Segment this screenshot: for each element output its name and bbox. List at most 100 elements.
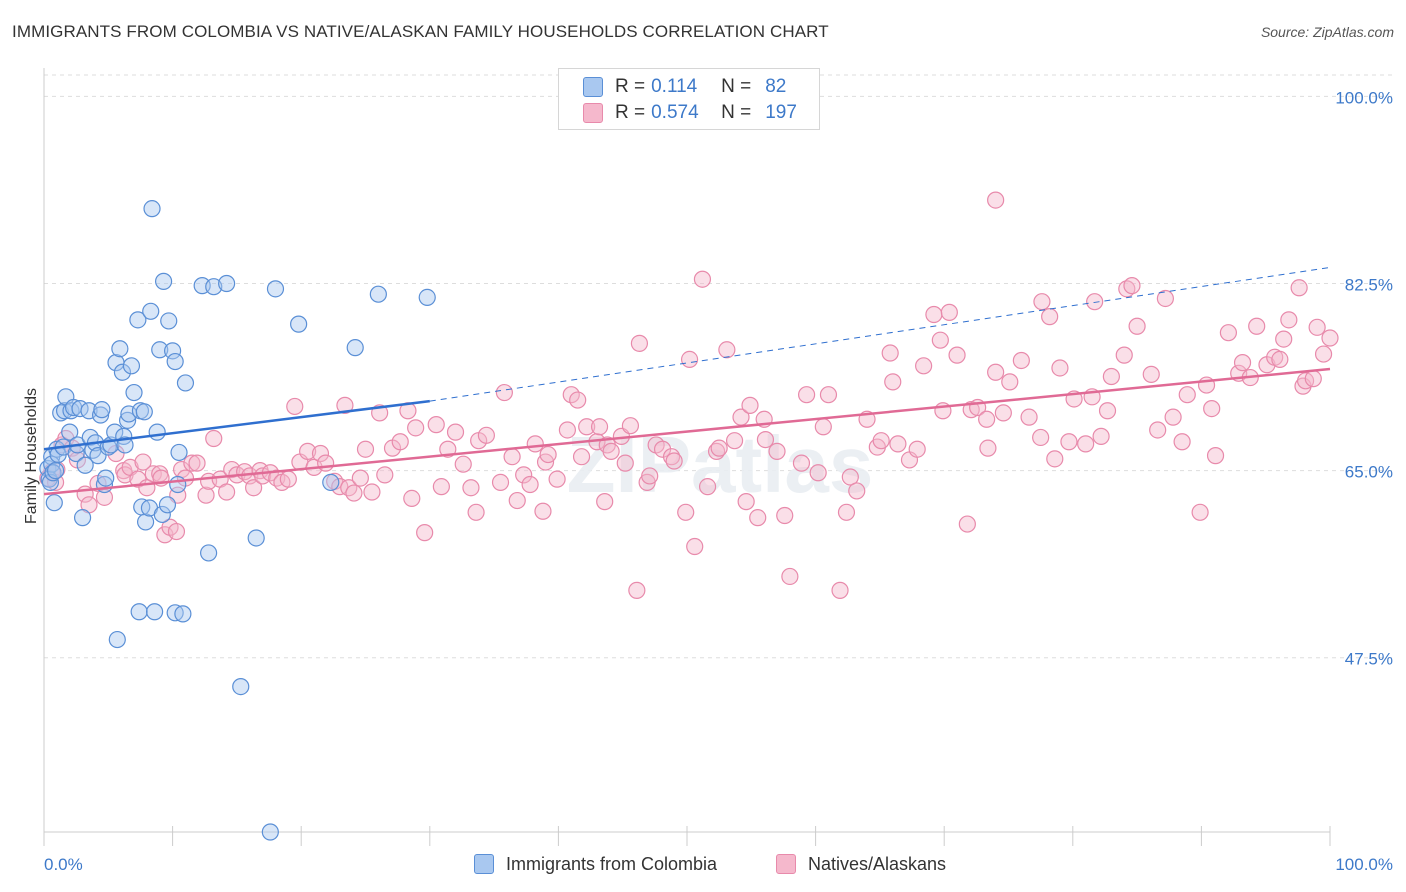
point-natives bbox=[1051, 359, 1069, 377]
point-natives bbox=[311, 444, 330, 463]
point-natives bbox=[1206, 447, 1225, 465]
point-colombia bbox=[160, 312, 178, 330]
point-colombia bbox=[93, 401, 111, 419]
point-colombia bbox=[143, 200, 161, 218]
point-colombia bbox=[205, 278, 223, 296]
legend-n-value: 82 bbox=[765, 76, 787, 97]
point-natives bbox=[630, 334, 649, 352]
point-natives bbox=[188, 454, 206, 472]
legend-item-colombia: Immigrants from Colombia bbox=[474, 851, 717, 877]
point-natives bbox=[477, 426, 495, 444]
point-natives bbox=[462, 479, 480, 497]
point-colombia bbox=[145, 603, 164, 621]
legend-r-label: R = bbox=[615, 76, 646, 97]
point-natives bbox=[693, 270, 712, 288]
point-natives bbox=[508, 491, 526, 510]
point-natives bbox=[299, 442, 317, 460]
point-natives bbox=[628, 581, 646, 599]
y-tick-label: 100.0% bbox=[1335, 88, 1393, 107]
point-colombia bbox=[44, 464, 62, 482]
point-natives bbox=[962, 401, 980, 419]
point-natives bbox=[602, 442, 620, 460]
point-natives bbox=[814, 418, 832, 436]
series-natives-alaskans bbox=[39, 191, 1339, 599]
point-colombia bbox=[247, 529, 265, 547]
point-natives bbox=[710, 439, 728, 457]
point-natives bbox=[578, 418, 596, 436]
point-natives bbox=[363, 483, 381, 501]
point-natives bbox=[925, 305, 943, 324]
legend-swatch-blue bbox=[583, 77, 603, 97]
y-tick-label: 65.0% bbox=[1345, 463, 1393, 482]
point-natives bbox=[1173, 433, 1191, 451]
point-natives bbox=[1115, 346, 1133, 364]
point-natives bbox=[317, 454, 335, 472]
point-colombia bbox=[45, 494, 63, 512]
point-colombia bbox=[99, 438, 117, 456]
point-colombia bbox=[136, 513, 155, 531]
point-natives bbox=[596, 493, 614, 511]
point-colombia bbox=[158, 496, 177, 514]
point-natives bbox=[889, 435, 907, 453]
legend-label-natives: Natives/Alaskans bbox=[808, 853, 947, 874]
point-natives bbox=[797, 386, 816, 404]
point-natives bbox=[737, 493, 755, 511]
point-natives bbox=[590, 418, 609, 436]
point-colombia bbox=[116, 436, 134, 454]
point-colombia bbox=[97, 469, 115, 487]
point-natives bbox=[1178, 386, 1196, 404]
point-natives bbox=[1314, 345, 1333, 363]
point-colombia bbox=[166, 352, 184, 371]
point-natives bbox=[1219, 324, 1238, 342]
point-natives bbox=[331, 478, 349, 496]
point-natives bbox=[1156, 289, 1174, 308]
y-axis-label: Family Households bbox=[23, 388, 40, 524]
point-natives bbox=[776, 506, 794, 525]
series-immigrants-colombia bbox=[39, 200, 436, 841]
point-natives bbox=[707, 442, 726, 460]
point-colombia bbox=[113, 363, 132, 381]
point-natives bbox=[940, 303, 958, 321]
point-natives bbox=[756, 431, 775, 449]
point-colombia bbox=[346, 339, 364, 357]
point-natives bbox=[446, 423, 465, 441]
point-natives bbox=[908, 440, 926, 458]
source-credit: Source: ZipAtlas.com bbox=[1260, 24, 1394, 40]
point-natives bbox=[129, 470, 147, 488]
point-colombia bbox=[176, 374, 195, 392]
point-natives bbox=[1033, 293, 1051, 311]
point-natives bbox=[1233, 354, 1252, 372]
trend-lines bbox=[43, 266, 1331, 496]
point-natives bbox=[1118, 280, 1136, 298]
point-natives bbox=[336, 396, 354, 414]
point-natives bbox=[948, 346, 966, 364]
point-natives bbox=[558, 421, 577, 439]
point-natives bbox=[987, 363, 1005, 381]
point-colombia bbox=[322, 473, 340, 491]
point-natives bbox=[781, 567, 799, 586]
point-natives bbox=[391, 433, 409, 451]
point-natives bbox=[1092, 427, 1110, 445]
point-colombia bbox=[142, 302, 160, 320]
point-natives bbox=[351, 469, 369, 487]
point-colombia bbox=[266, 280, 285, 298]
point-natives bbox=[569, 391, 587, 409]
point-natives bbox=[1275, 330, 1293, 348]
point-colombia bbox=[164, 342, 182, 360]
point-natives bbox=[915, 357, 933, 375]
point-natives bbox=[167, 522, 186, 541]
point-colombia bbox=[290, 315, 308, 333]
point-natives bbox=[467, 503, 485, 521]
chart-title: IMMIGRANTS FROM COLOMBIA VS NATIVE/ALASK… bbox=[12, 22, 829, 41]
point-natives bbox=[548, 470, 566, 488]
point-natives bbox=[884, 373, 902, 391]
point-natives bbox=[994, 404, 1012, 422]
point-natives bbox=[183, 454, 201, 472]
y-tick-label: 47.5% bbox=[1345, 650, 1393, 669]
point-natives bbox=[134, 453, 152, 471]
point-colombia bbox=[151, 341, 169, 359]
point-colombia bbox=[154, 272, 173, 290]
point-natives bbox=[1321, 329, 1339, 347]
point-colombia bbox=[73, 509, 92, 527]
